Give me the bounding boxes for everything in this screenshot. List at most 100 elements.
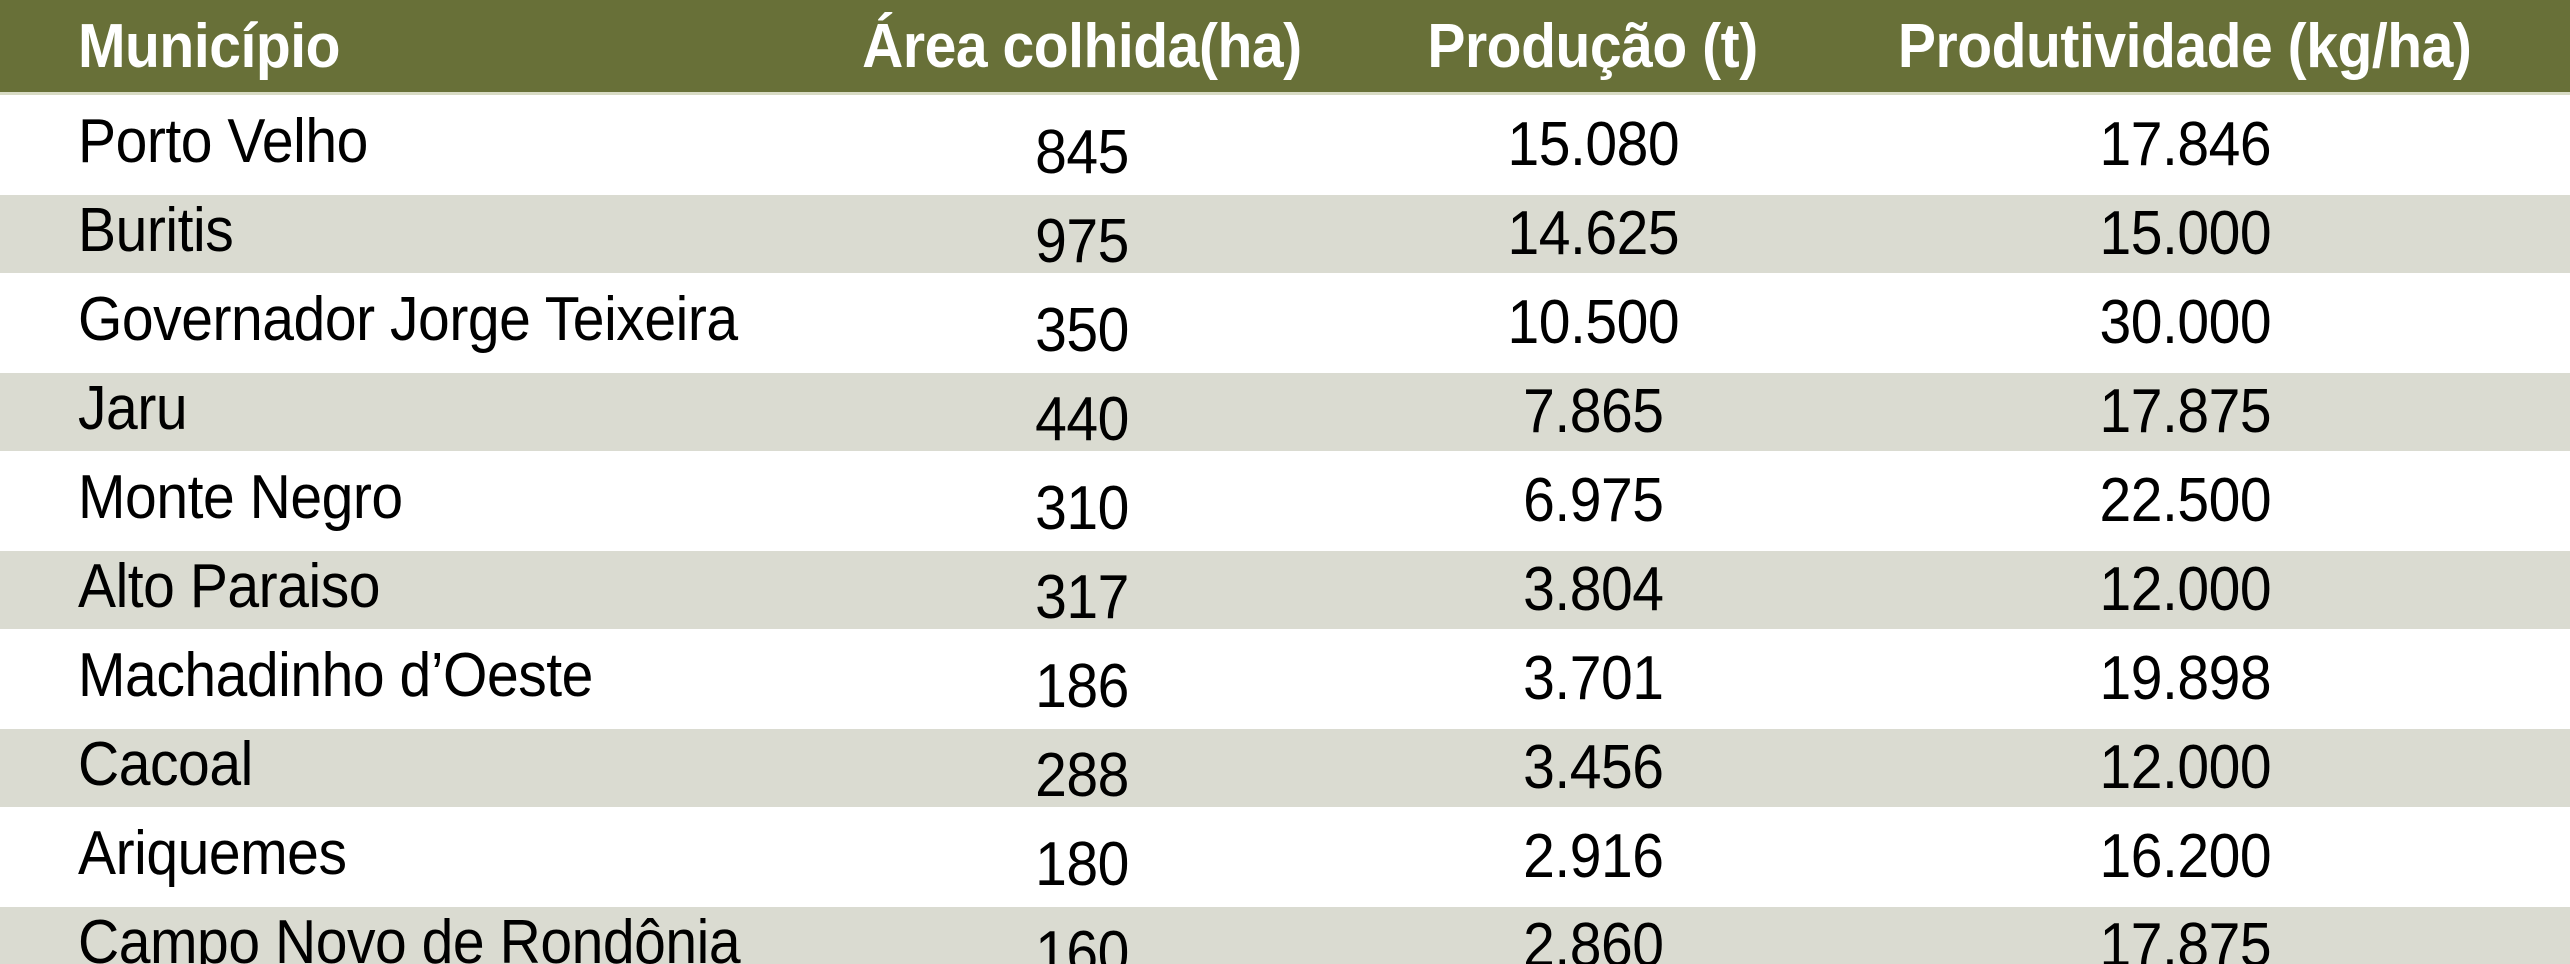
cell-area-colhida: 160 [842, 895, 1322, 964]
cell-area-colhida: 350 [842, 272, 1322, 365]
cell-text: 186 [1035, 651, 1129, 721]
cell-produtividade: 17.875 [1864, 895, 2570, 964]
cell-text: 7.865 [1522, 376, 1664, 446]
cell-text: 14.625 [1507, 198, 1679, 268]
cell-produtividade: 17.846 [1864, 93, 2570, 184]
column-header-label: Produtividade (kg/ha) [1898, 12, 2472, 81]
table-body: Porto Velho 845 15.080 17.846 Buritis 975 14.6… [0, 93, 2570, 964]
table-row: Ariquemes 180 2.916 16.200 [0, 806, 2570, 899]
column-header-label: Produção (t) [1427, 12, 1759, 81]
cell-producao: 3.701 [1322, 628, 1864, 718]
cell-municipio: Machadinho d’Oeste [0, 628, 842, 718]
cell-producao: 2.860 [1322, 895, 1864, 964]
cell-text: Jaru [78, 373, 188, 443]
cell-produtividade: 22.500 [1864, 450, 2570, 540]
table-row: Alto Paraiso 317 3.804 12.000 [0, 539, 2570, 632]
cell-text: Ariquemes [78, 818, 347, 888]
cell-text: 440 [1035, 384, 1129, 454]
column-header-area-colhida: Área colhida(ha) [842, 0, 1322, 95]
cell-text: 17.875 [2099, 910, 2271, 964]
cell-text: 180 [1035, 829, 1129, 899]
cell-text: 350 [1035, 295, 1129, 365]
cell-municipio: Buritis [0, 183, 842, 273]
cell-area-colhida: 975 [842, 183, 1322, 276]
cell-text: 12.000 [2099, 732, 2271, 802]
cell-text: 317 [1035, 562, 1129, 632]
column-header-label: Área colhida(ha) [862, 12, 1302, 81]
cell-text: Campo Novo de Rondônia [78, 907, 741, 964]
cell-municipio: Porto Velho [0, 93, 842, 184]
table-row: Cacoal 288 3.456 12.000 [0, 717, 2570, 810]
table-row: Campo Novo de Rondônia 160 2.860 17.875 [0, 895, 2570, 964]
cell-text: Governador Jorge Teixeira [78, 284, 738, 354]
cell-area-colhida: 310 [842, 450, 1322, 543]
table-row: Monte Negro 310 6.975 22.500 [0, 450, 2570, 543]
cell-produtividade: 30.000 [1864, 272, 2570, 362]
table-row: Porto Velho 845 15.080 17.846 [0, 93, 2570, 184]
column-header-producao: Produção (t) [1322, 0, 1864, 95]
cell-municipio: Governador Jorge Teixeira [0, 272, 842, 362]
cell-municipio: Alto Paraiso [0, 539, 842, 629]
cell-text: 3.804 [1522, 554, 1664, 624]
table-header: Município Área colhida(ha) Produção (t) Pro… [0, 0, 2570, 95]
table-row: Buritis 975 14.625 15.000 [0, 183, 2570, 276]
cell-text: 12.000 [2099, 554, 2271, 624]
cell-produtividade: 19.898 [1864, 628, 2570, 718]
cell-text: 17.875 [2099, 376, 2271, 446]
cell-produtividade: 12.000 [1864, 717, 2570, 807]
cell-text: 15.000 [2099, 198, 2271, 268]
cell-producao: 3.804 [1322, 539, 1864, 629]
cell-text: 2.916 [1522, 821, 1664, 891]
cell-text: 3.456 [1522, 732, 1664, 802]
column-header-municipio: Município [0, 0, 842, 95]
cell-producao: 6.975 [1322, 450, 1864, 540]
cell-area-colhida: 288 [842, 717, 1322, 810]
cell-produtividade: 15.000 [1864, 183, 2570, 273]
cell-producao: 7.865 [1322, 361, 1864, 451]
cell-text: 17.846 [2099, 109, 2271, 179]
cell-text: 6.975 [1522, 465, 1664, 535]
cell-municipio: Monte Negro [0, 450, 842, 540]
cell-text: 2.860 [1522, 910, 1664, 964]
cell-municipio: Cacoal [0, 717, 842, 807]
table-row: Jaru 440 7.865 17.875 [0, 361, 2570, 454]
cell-text: Alto Paraiso [78, 551, 381, 621]
cell-municipio: Ariquemes [0, 806, 842, 896]
cell-text: 19.898 [2099, 643, 2271, 713]
cell-area-colhida: 180 [842, 806, 1322, 899]
cell-text: Monte Negro [78, 462, 403, 532]
cell-producao: 14.625 [1322, 183, 1864, 273]
cell-produtividade: 17.875 [1864, 361, 2570, 451]
cell-producao: 2.916 [1322, 806, 1864, 896]
cell-municipio: Jaru [0, 361, 842, 451]
column-header-produtividade: Produtividade (kg/ha) [1864, 0, 2570, 95]
cell-text: 3.701 [1522, 643, 1664, 713]
cell-text: Buritis [78, 195, 234, 265]
cell-text: 22.500 [2099, 465, 2271, 535]
cell-producao: 10.500 [1322, 272, 1864, 362]
cell-producao: 15.080 [1322, 93, 1864, 184]
cell-produtividade: 12.000 [1864, 539, 2570, 629]
cell-text: 10.500 [1507, 287, 1679, 357]
cell-text: Porto Velho [78, 106, 368, 176]
header-row: Município Área colhida(ha) Produção (t) Pro… [0, 0, 2570, 95]
table-row: Machadinho d’Oeste 186 3.701 19.898 [0, 628, 2570, 721]
cell-area-colhida: 186 [842, 628, 1322, 721]
cell-area-colhida: 317 [842, 539, 1322, 632]
cell-text: 15.080 [1507, 109, 1679, 179]
column-header-label: Município [78, 12, 341, 81]
cell-text: 288 [1035, 740, 1129, 810]
cell-produtividade: 16.200 [1864, 806, 2570, 896]
cell-area-colhida: 440 [842, 361, 1322, 454]
table-row: Governador Jorge Teixeira 350 10.500 30.000 [0, 272, 2570, 365]
cell-text: 845 [1035, 117, 1129, 187]
cell-text: Machadinho d’Oeste [78, 640, 593, 710]
cell-text: 975 [1035, 206, 1129, 276]
cell-text: 310 [1035, 473, 1129, 543]
cell-area-colhida: 845 [842, 93, 1322, 184]
cell-municipio: Campo Novo de Rondônia [0, 895, 842, 964]
cell-text: 30.000 [2099, 287, 2271, 357]
cell-producao: 3.456 [1322, 717, 1864, 807]
